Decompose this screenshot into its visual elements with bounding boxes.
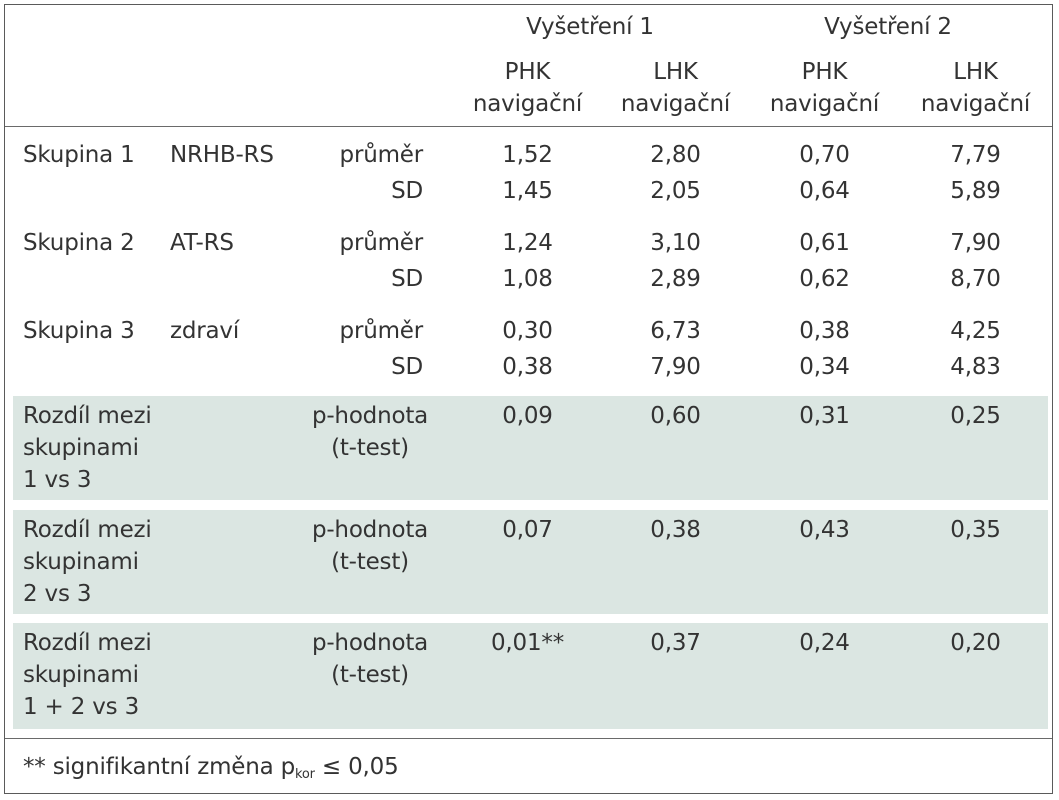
header-group-exam-2: Vyšetření 2 [824,14,952,40]
table-cell: 0,38 [650,517,701,543]
comparison-2-stat-line2: (t-test) [331,549,409,575]
footnote-prefix: ** signifikantní změna p [23,754,296,780]
footnote-subscript: kor [295,767,315,782]
group-2-name: Skupina 2 [23,230,135,256]
footnote-rule [5,738,1052,739]
header-rule [5,126,1052,127]
table-cell: 4,25 [950,318,1001,344]
group-3-row-2-stat: SD [391,354,423,380]
table-cell: 0,25 [950,403,1001,429]
comparison-3-label-line1: Rozdíl mezi [23,630,152,656]
comparison-1-band [13,396,1048,500]
table-cell: 0,35 [950,517,1001,543]
table-cell: 4,83 [950,354,1001,380]
table-cell: 1,45 [502,178,553,204]
comparison-2-label-line2: skupinami [23,549,139,575]
group-1-subset: NRHB-RS [170,142,274,168]
group-2-row-2-stat: SD [391,266,423,292]
table-cell: 8,70 [950,266,1001,292]
table-cell: 0,31 [799,403,850,429]
comparison-1-stat-line1: p-hodnota [311,403,429,429]
table-cell: 1,52 [502,142,553,168]
header-col-1-line2: navigační [472,91,583,117]
header-group-exam-1: Vyšetření 1 [526,14,654,40]
table-cell: 0,60 [650,403,701,429]
comparison-3-label-line2: skupinami [23,662,139,688]
table-cell: 0,20 [950,630,1001,656]
group-1-name: Skupina 1 [23,142,135,168]
comparison-1-label-line1: Rozdíl mezi [23,403,152,429]
group-3-subset: zdraví [170,318,240,344]
table-cell: 2,89 [650,266,701,292]
table-cell: 6,73 [650,318,701,344]
table-cell: 1,08 [502,266,553,292]
table-cell: 7,90 [950,230,1001,256]
table-cell: 0,64 [799,178,850,204]
table-cell: 0,61 [799,230,850,256]
table-cell: 5,89 [950,178,1001,204]
header-col-3-line2: navigační [769,91,880,117]
comparison-2-label-line1: Rozdíl mezi [23,517,152,543]
header-col-4-line2: navigační [920,91,1031,117]
comparison-2-band [13,510,1048,614]
table-cell: 0,24 [799,630,850,656]
table-cell: 0,70 [799,142,850,168]
table-cell: 0,43 [799,517,850,543]
table-cell: 2,05 [650,178,701,204]
table-cell: 1,24 [502,230,553,256]
results-table: Vyšetření 1 Vyšetření 2 PHK navigační LH… [4,4,1053,794]
header-col-2-line2: navigační [620,91,731,117]
header-col-3-line1: PHK [801,59,848,85]
table-cell: 7,79 [950,142,1001,168]
group-1-row-1-stat: průměr [339,142,424,168]
comparison-2-label-line3: 2 vs 3 [23,581,92,607]
header-col-4-line1: LHK [953,59,998,85]
group-3-name: Skupina 3 [23,318,135,344]
comparison-1-label-line3: 1 vs 3 [23,467,92,493]
header-col-2-line1: LHK [653,59,698,85]
comparison-2-stat-line1: p-hodnota [311,517,429,543]
comparison-3-stat-line2: (t-test) [331,662,409,688]
table-cell: 0,01** [490,630,564,656]
table-cell: 0,30 [502,318,553,344]
header-col-1-line1: PHK [504,59,551,85]
table-cell: 0,38 [799,318,850,344]
comparison-1-stat-line2: (t-test) [331,435,409,461]
group-3-row-1-stat: průměr [339,318,424,344]
table-cell: 0,09 [502,403,553,429]
table-cell: 0,07 [502,517,553,543]
group-1-row-2-stat: SD [391,178,423,204]
group-2-subset: AT-RS [170,230,234,256]
table-cell: 2,80 [650,142,701,168]
comparison-3-band [13,623,1048,729]
table-cell: 3,10 [650,230,701,256]
footnote-suffix: ≤ 0,05 [314,754,399,780]
table-cell: 0,34 [799,354,850,380]
comparison-1-label-line2: skupinami [23,435,139,461]
comparison-3-label-line3: 1 + 2 vs 3 [23,694,140,720]
table-cell: 0,62 [799,266,850,292]
table-cell: 0,38 [502,354,553,380]
table-cell: 0,37 [650,630,701,656]
group-2-row-1-stat: průměr [339,230,424,256]
table-cell: 7,90 [650,354,701,380]
comparison-3-stat-line1: p-hodnota [311,630,429,656]
footnote: ** signifikantní změna pkor ≤ 0,05 [23,750,399,792]
